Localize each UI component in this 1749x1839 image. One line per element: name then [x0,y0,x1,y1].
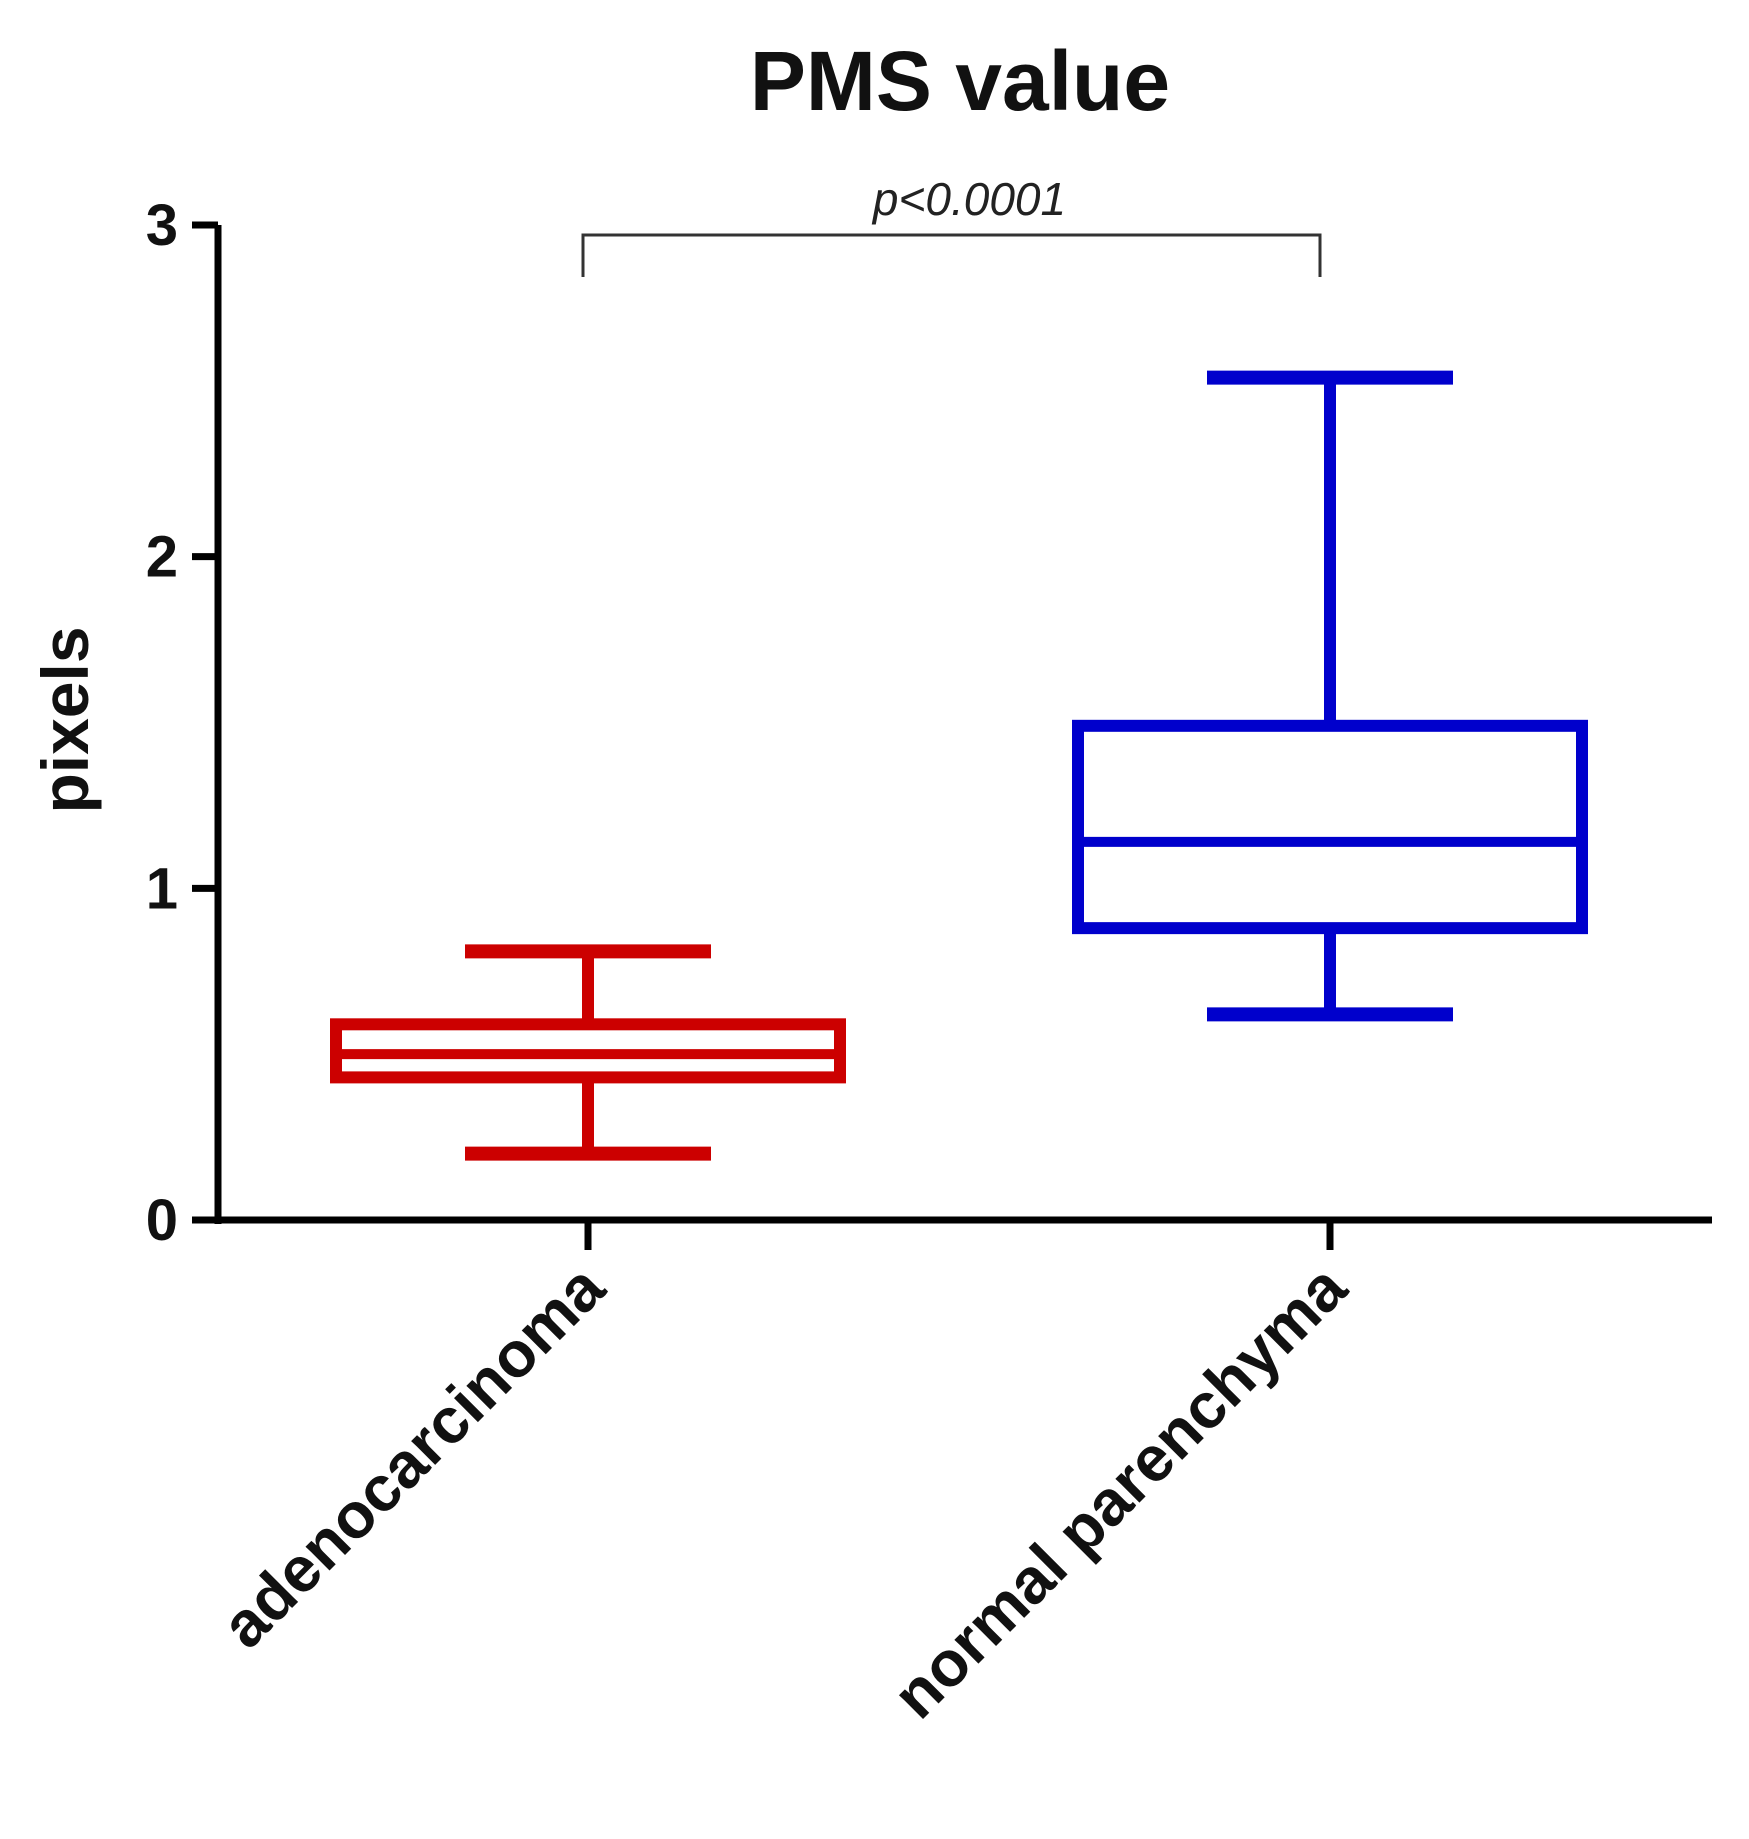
x-category-label: normal parenchyma [879,1251,1360,1732]
significance-annotation: p<0.0001 [581,173,1322,277]
y-tick-label: 1 [146,856,178,921]
y-tick-label: 3 [146,193,178,258]
x-category-label: adenocarcinoma [207,1251,618,1662]
box-normal-parenchyma [1072,370,1588,1022]
iqr-box [1072,719,1588,935]
y-tick-label: 2 [146,525,178,590]
y-axis-label: pixels [28,626,102,813]
box-adenocarcinoma [330,944,846,1161]
significance-bracket [581,233,1322,277]
axes: 0 1 2 3 adenocarcinoma normal parenchyma [146,193,1712,1732]
y-tick-label: 0 [146,1188,178,1253]
chart-title: PMS value [750,34,1170,128]
p-value-label: p<0.0001 [871,173,1066,225]
boxes [330,370,1588,1161]
